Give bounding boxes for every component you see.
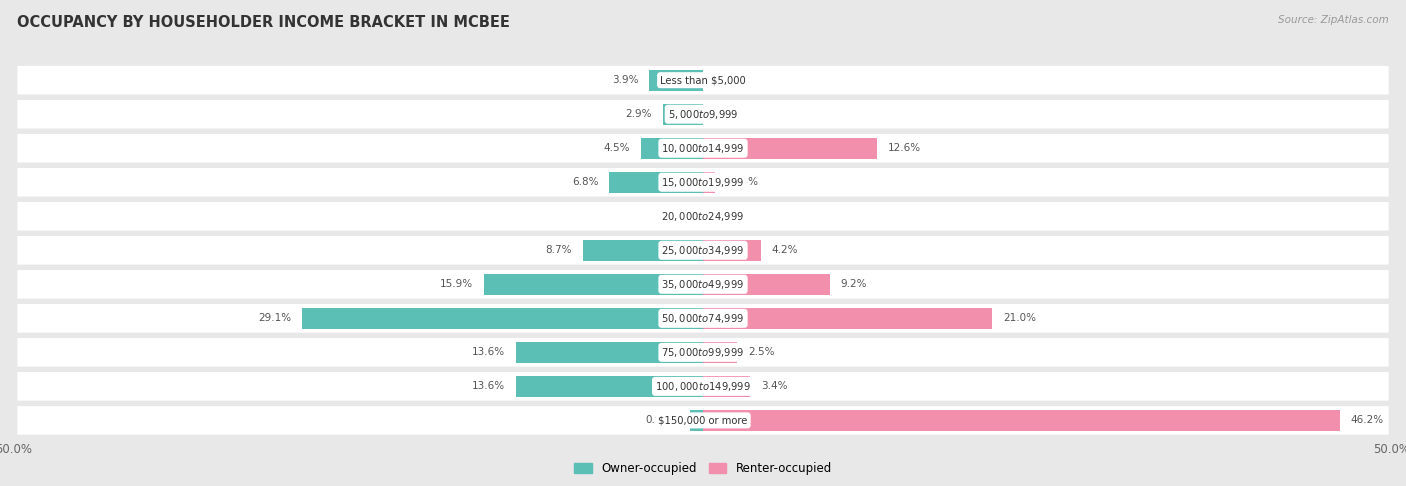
Bar [664, 104, 703, 125]
Bar [302, 308, 703, 329]
Bar [609, 172, 703, 193]
Text: 15.9%: 15.9% [440, 279, 472, 289]
Text: Source: ZipAtlas.com: Source: ZipAtlas.com [1278, 15, 1389, 25]
Text: 9.2%: 9.2% [841, 279, 868, 289]
Bar [703, 138, 876, 159]
FancyBboxPatch shape [17, 134, 1389, 162]
Bar [703, 376, 749, 397]
FancyBboxPatch shape [17, 304, 1389, 332]
Text: $5,000 to $9,999: $5,000 to $9,999 [668, 108, 738, 121]
Text: 0.0%: 0.0% [714, 211, 741, 221]
Text: 2.5%: 2.5% [748, 347, 775, 357]
Text: 12.6%: 12.6% [887, 143, 921, 153]
Bar [516, 376, 703, 397]
FancyBboxPatch shape [17, 66, 1389, 94]
Text: OCCUPANCY BY HOUSEHOLDER INCOME BRACKET IN MCBEE: OCCUPANCY BY HOUSEHOLDER INCOME BRACKET … [17, 15, 510, 30]
Bar [703, 342, 738, 363]
Text: 0.0%: 0.0% [714, 75, 741, 85]
Text: $150,000 or more: $150,000 or more [658, 416, 748, 425]
Text: 3.4%: 3.4% [761, 382, 787, 391]
Text: 13.6%: 13.6% [471, 347, 505, 357]
Text: Less than $5,000: Less than $5,000 [661, 75, 745, 85]
FancyBboxPatch shape [17, 168, 1389, 196]
Text: 4.5%: 4.5% [603, 143, 630, 153]
Text: $50,000 to $74,999: $50,000 to $74,999 [661, 312, 745, 325]
Text: 3.9%: 3.9% [612, 75, 638, 85]
Text: $10,000 to $14,999: $10,000 to $14,999 [661, 142, 745, 155]
FancyBboxPatch shape [17, 100, 1389, 128]
Bar [703, 172, 714, 193]
Legend: Owner-occupied, Renter-occupied: Owner-occupied, Renter-occupied [569, 458, 837, 480]
Bar [583, 240, 703, 261]
Text: $25,000 to $34,999: $25,000 to $34,999 [661, 244, 745, 257]
Text: 29.1%: 29.1% [257, 313, 291, 323]
Bar [650, 69, 703, 91]
FancyBboxPatch shape [17, 236, 1389, 264]
Text: 6.8%: 6.8% [572, 177, 599, 187]
FancyBboxPatch shape [17, 338, 1389, 366]
Text: 0.0%: 0.0% [714, 109, 741, 119]
Text: $35,000 to $49,999: $35,000 to $49,999 [661, 278, 745, 291]
Text: 46.2%: 46.2% [1351, 416, 1384, 425]
Bar [516, 342, 703, 363]
Text: 4.2%: 4.2% [772, 245, 799, 255]
Text: 2.9%: 2.9% [626, 109, 652, 119]
Text: 0.0%: 0.0% [665, 211, 692, 221]
Bar [484, 274, 703, 295]
Bar [703, 274, 830, 295]
Text: $15,000 to $19,999: $15,000 to $19,999 [661, 176, 745, 189]
Text: 0.84%: 0.84% [725, 177, 759, 187]
FancyBboxPatch shape [17, 406, 1389, 434]
Bar [703, 240, 761, 261]
Bar [689, 410, 703, 431]
Text: $20,000 to $24,999: $20,000 to $24,999 [661, 210, 745, 223]
FancyBboxPatch shape [17, 270, 1389, 298]
Text: $100,000 to $149,999: $100,000 to $149,999 [655, 380, 751, 393]
Bar [703, 410, 1340, 431]
FancyBboxPatch shape [17, 202, 1389, 230]
Text: $75,000 to $99,999: $75,000 to $99,999 [661, 346, 745, 359]
Text: 13.6%: 13.6% [471, 382, 505, 391]
Text: 0.97%: 0.97% [645, 416, 679, 425]
Text: 8.7%: 8.7% [546, 245, 572, 255]
Bar [703, 308, 993, 329]
Bar [641, 138, 703, 159]
FancyBboxPatch shape [17, 372, 1389, 400]
Text: 21.0%: 21.0% [1004, 313, 1036, 323]
